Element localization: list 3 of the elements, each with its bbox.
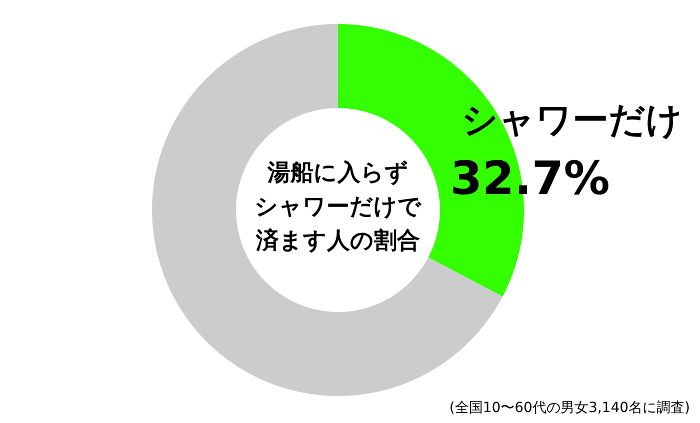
text: (全国10〜60代の男女3,140名に調査) — [449, 400, 690, 416]
title: 湯船に入らずシャワーだけで済ます人の割合 — [254, 160, 422, 254]
slice-label: シャワーだけ — [462, 100, 682, 141]
